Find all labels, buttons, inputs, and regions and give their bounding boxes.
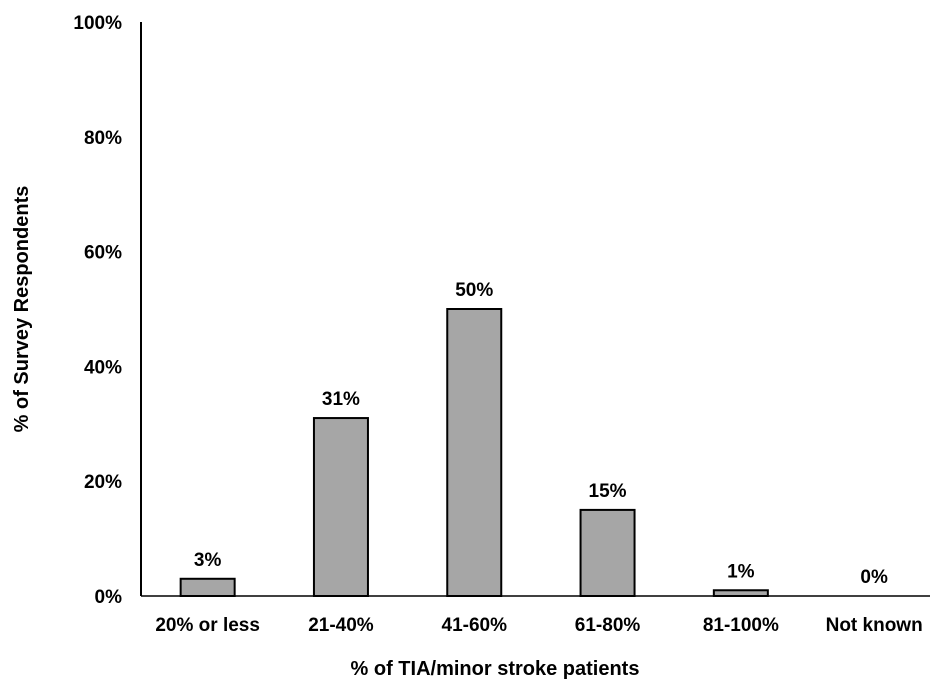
bar xyxy=(446,308,503,597)
data-label: 1% xyxy=(727,561,755,582)
data-label: 15% xyxy=(589,481,627,502)
category-label: 41-60% xyxy=(442,615,508,636)
category-label: 21-40% xyxy=(308,615,374,636)
y-tick-label: 60% xyxy=(84,243,122,264)
category-label: Not known xyxy=(826,615,923,636)
y-tick-label: 100% xyxy=(73,13,122,34)
data-labels: 3% 31% 50% 15% 1% 0% xyxy=(194,280,888,588)
y-tick-label: 0% xyxy=(95,587,123,608)
x-axis-title: % of TIA/minor stroke patients xyxy=(351,658,640,680)
category-label: 61-80% xyxy=(575,615,641,636)
category-label: 20% or less xyxy=(155,615,260,636)
category-labels: 20% or less 21-40% 41-60% 61-80% 81-100% Not … xyxy=(155,615,922,636)
y-axis-ticks: 0% 20% 40% 60% 80% 100% xyxy=(73,13,122,608)
y-tick-label: 20% xyxy=(84,472,122,493)
bar xyxy=(179,577,236,598)
data-label: 3% xyxy=(194,550,222,571)
y-tick-label: 80% xyxy=(84,128,122,149)
bar xyxy=(312,417,369,597)
data-label: 50% xyxy=(455,280,493,301)
bar xyxy=(712,589,769,598)
y-axis-title: % of Survey Respondents xyxy=(11,186,33,433)
category-label: 81-100% xyxy=(703,615,779,636)
data-label: 31% xyxy=(322,389,360,410)
data-label: 0% xyxy=(860,567,888,588)
y-tick-label: 40% xyxy=(84,357,122,378)
bars xyxy=(179,308,769,598)
bar xyxy=(579,508,636,597)
